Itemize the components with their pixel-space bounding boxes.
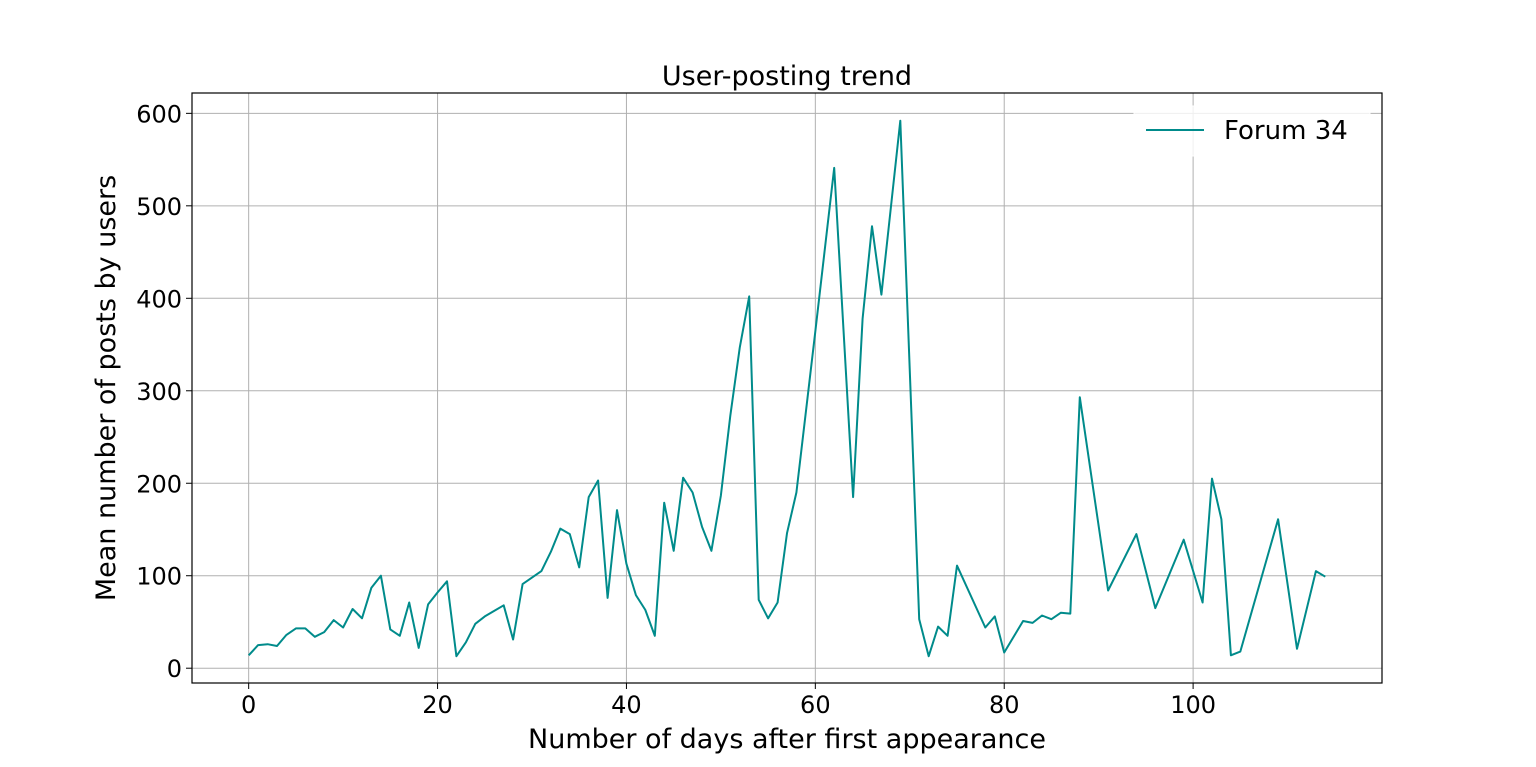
chart-title: User-posting trend: [662, 61, 912, 92]
y-tick-label: 200: [136, 470, 182, 498]
legend-label: Forum 34: [1224, 116, 1348, 146]
x-tick-label: 40: [611, 691, 642, 719]
y-tick-label: 100: [136, 563, 182, 591]
y-axis-label: Mean number of posts by users: [91, 175, 122, 601]
x-axis-label: Number of days after first appearance: [528, 724, 1046, 755]
y-tick-label: 600: [136, 100, 182, 128]
x-tick-label: 60: [800, 691, 831, 719]
series-line: [247, 119, 1326, 658]
legend: Forum 34: [1133, 105, 1371, 157]
legend-box: [1133, 105, 1371, 157]
x-tick-label: 20: [422, 691, 453, 719]
ticks: 0 20 40 60 80 100 0 100 200 300 400 500 600: [136, 100, 1216, 719]
y-tick-label: 0: [167, 655, 182, 683]
y-tick-label: 400: [136, 285, 182, 313]
y-tick-label: 300: [136, 378, 182, 406]
x-tick-label: 80: [989, 691, 1020, 719]
series-layer: [247, 119, 1326, 658]
x-tick-label: 100: [1170, 691, 1216, 719]
y-tick-label: 500: [136, 193, 182, 221]
plot-area-frame: [191, 92, 1383, 684]
x-tick-label: 0: [241, 691, 256, 719]
